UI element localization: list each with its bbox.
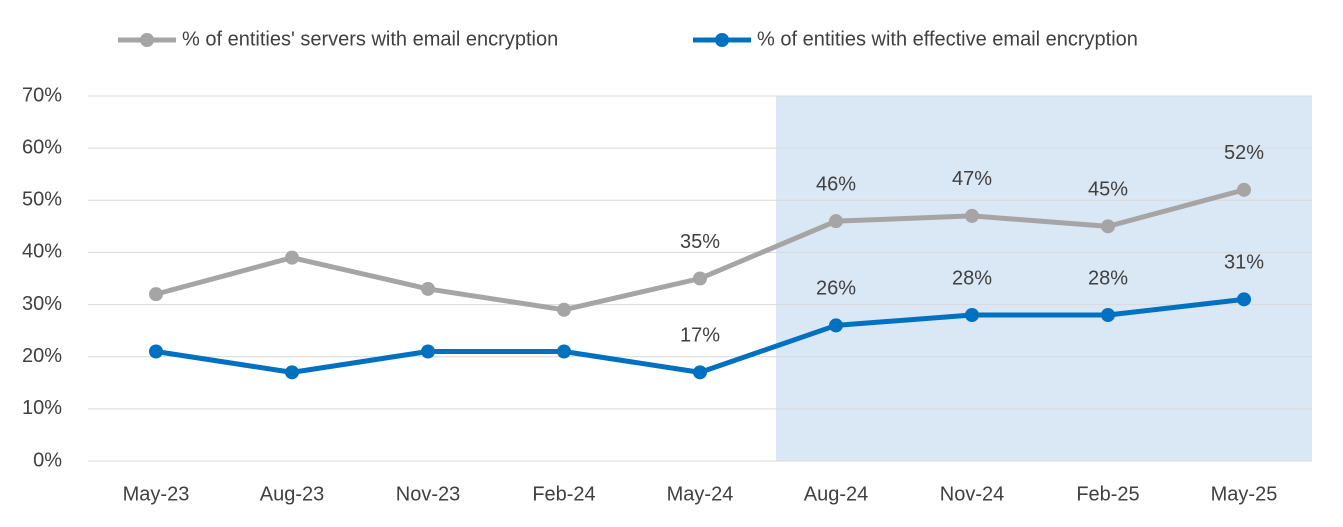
legend-marker xyxy=(140,33,154,47)
x-tick-label: Aug-23 xyxy=(260,483,325,505)
data-label: 45% xyxy=(1088,179,1128,201)
x-tick-label: Aug-24 xyxy=(804,483,869,505)
y-tick-label: 10% xyxy=(22,397,62,419)
data-point xyxy=(421,344,435,359)
data-label: 52% xyxy=(1224,142,1264,164)
data-point xyxy=(421,281,435,296)
x-tick-label: May-23 xyxy=(123,483,190,505)
legend-marker xyxy=(715,33,729,47)
data-point xyxy=(1101,219,1115,234)
y-tick-label: 20% xyxy=(22,345,62,367)
data-point xyxy=(149,287,163,302)
data-point xyxy=(965,308,979,322)
x-tick-label: Feb-25 xyxy=(1076,483,1139,505)
y-tick-label: 30% xyxy=(22,293,62,315)
data-label: 28% xyxy=(952,267,992,289)
data-label: 31% xyxy=(1224,252,1264,274)
data-point xyxy=(829,214,843,229)
x-tick-label: May-24 xyxy=(667,483,734,505)
data-point xyxy=(285,250,299,265)
data-label: 47% xyxy=(952,168,992,190)
highlight-region xyxy=(776,96,1312,461)
x-tick-label: Nov-24 xyxy=(940,483,1004,505)
data-point xyxy=(1237,182,1251,197)
data-point xyxy=(557,344,571,359)
data-point xyxy=(829,318,843,333)
legend-label: % of entities' servers with email encryp… xyxy=(182,28,558,50)
data-label: 35% xyxy=(680,231,720,253)
legend-label: % of entities with effective email encry… xyxy=(757,28,1138,50)
x-tick-label: May-25 xyxy=(1211,483,1278,505)
data-label: 46% xyxy=(816,173,856,195)
data-label: 17% xyxy=(680,325,720,347)
data-point xyxy=(965,208,979,223)
y-tick-label: 40% xyxy=(22,241,62,263)
y-tick-label: 60% xyxy=(22,136,62,158)
data-point xyxy=(557,302,571,317)
data-point xyxy=(1237,292,1251,307)
y-tick-label: 70% xyxy=(22,84,62,106)
data-point xyxy=(693,365,707,380)
data-point xyxy=(1101,308,1115,322)
data-label: 26% xyxy=(816,278,856,300)
data-point xyxy=(149,344,163,359)
x-tick-label: Feb-24 xyxy=(532,483,595,505)
data-point xyxy=(285,365,299,380)
y-tick-label: 50% xyxy=(22,189,62,211)
data-point xyxy=(693,271,707,286)
y-tick-label: 0% xyxy=(33,449,62,471)
data-label: 28% xyxy=(1088,267,1128,289)
x-tick-label: Nov-23 xyxy=(396,483,460,505)
